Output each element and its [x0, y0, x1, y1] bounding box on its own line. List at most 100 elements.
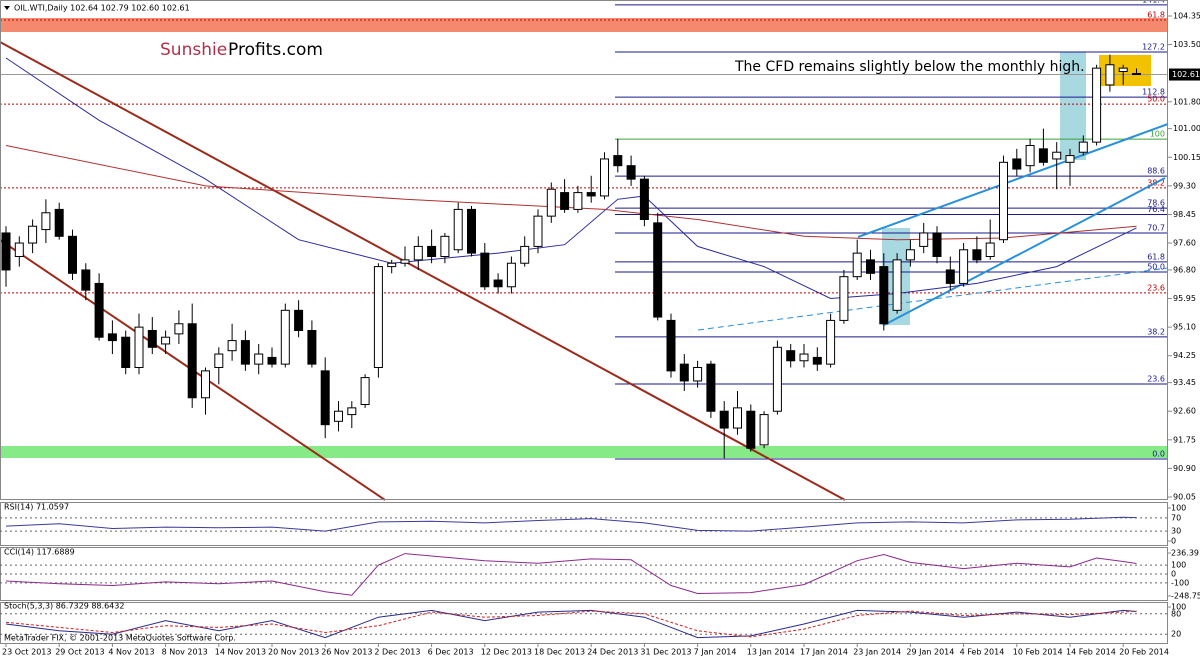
copyright: MetaTrader FIX, © 2001-2013 MetaQuotes S… [4, 634, 236, 643]
y-tick-label: 95.10 [1173, 323, 1196, 332]
candle-body [334, 410, 343, 422]
candle-body [520, 245, 530, 264]
x-tick-label: 23 Oct 2013 [2, 648, 51, 657]
y-tick-label: 97.60 [1173, 239, 1196, 248]
x-tick-label: 20 Feb 2014 [1119, 648, 1169, 657]
candle-body [161, 336, 171, 345]
x-tick-label: 29 Oct 2013 [55, 648, 104, 657]
candle-body [959, 249, 969, 284]
candle-body [626, 165, 636, 180]
candle-body [187, 323, 197, 399]
fib-label: 50.0 [1147, 95, 1165, 104]
stoch-panel [0, 602, 1168, 644]
fib-label: 76.4 [1147, 205, 1165, 214]
logo-part2: Profits.com [228, 40, 323, 60]
candle-body [347, 407, 357, 416]
candle-body [786, 350, 796, 362]
candle-body [826, 319, 836, 365]
candle-body [81, 269, 91, 291]
candle-body [387, 262, 397, 268]
indicator-line [5, 57, 1137, 300]
indicator-line [5, 145, 1137, 241]
candle-body [693, 367, 703, 382]
x-tick-label: 13 Jan 2014 [747, 648, 795, 657]
panel-label: RSI(14) 71.0597 [4, 503, 69, 512]
trend-line [883, 177, 1166, 326]
candle-body [227, 340, 237, 352]
candle-body [107, 333, 117, 342]
candle-body [214, 353, 224, 368]
candle-body [54, 208, 64, 237]
y-tick-label: 80 [1171, 609, 1181, 618]
candle-body [759, 414, 769, 446]
y-tick-label: -100 [1171, 578, 1189, 587]
y-tick-label: 94.25 [1173, 351, 1196, 360]
candle-body [1092, 67, 1102, 143]
candle-body [852, 252, 862, 278]
candle-body [812, 356, 822, 365]
annotation: The CFD remains slightly below the month… [734, 59, 1085, 75]
candle-body [679, 363, 689, 382]
x-tick-label: 18 Dec 2013 [534, 648, 585, 657]
candle-body [1078, 141, 1088, 153]
y-tick-label: 0 [1171, 569, 1176, 578]
candle-body [400, 259, 410, 264]
trend-line [697, 267, 1169, 331]
y-tick-label: -248.753 [1171, 592, 1200, 601]
y-tick-label: 101.00 [1173, 124, 1200, 133]
x-tick-label: 4 Nov 2013 [108, 648, 154, 657]
y-tick-label: 99.30 [1173, 181, 1196, 190]
header-icon [4, 6, 10, 10]
candle-body [1025, 145, 1035, 167]
candle-body [360, 377, 370, 406]
y-tick-label: 236.3916 [1171, 549, 1200, 558]
candle-body [560, 192, 570, 210]
candle-body [639, 178, 649, 221]
y-tick-label: 100 [1171, 504, 1186, 513]
y-tick-label: 91.75 [1173, 435, 1196, 444]
candle-body [985, 242, 995, 258]
candle-body [174, 323, 184, 335]
indicator-line [5, 610, 1137, 638]
candle-body [573, 192, 583, 210]
candle-body [41, 212, 51, 231]
candle-body [254, 353, 264, 365]
candle-body [453, 208, 463, 251]
candle-body [427, 245, 437, 257]
y-tick-label: 70 [1171, 513, 1181, 522]
candle-body [1105, 64, 1115, 86]
y-tick-label: 20 [1171, 630, 1181, 639]
candle-body [14, 242, 24, 258]
candle-body [134, 326, 144, 368]
x-tick-label: 31 Dec 2013 [640, 648, 691, 657]
candle-body [1065, 155, 1075, 163]
y-tick-label: 100.15 [1173, 153, 1200, 162]
candle-body [307, 330, 317, 365]
logo-part1: Sunshie [160, 40, 227, 60]
chart-header: OIL.WTI,Daily 102.64 102.79 102.60 102.6… [14, 4, 190, 13]
candle-body [613, 155, 623, 167]
fib-label: 61.8 [1147, 11, 1165, 20]
y-tick-label: 103.50 [1173, 40, 1200, 49]
candle-body [945, 269, 955, 284]
candle-body [546, 188, 556, 217]
candle-body [999, 161, 1008, 241]
fib-label: 78.6 [1147, 199, 1165, 208]
x-tick-label: 6 Dec 2013 [428, 648, 474, 657]
x-tick-label: 10 Feb 2014 [1013, 648, 1063, 657]
y-tick-label: 90.90 [1173, 464, 1196, 473]
candle-body [799, 353, 809, 362]
candle-body [121, 336, 131, 368]
y-tick-label: 95.95 [1173, 294, 1196, 303]
fib-label: 112.8 [1142, 88, 1165, 97]
candle-body [1132, 73, 1141, 76]
candle-body [1052, 151, 1062, 160]
indicator-line [5, 516, 1137, 532]
candle-body [905, 249, 915, 261]
fib-label: 61.8 [1147, 252, 1165, 261]
y-tick-label: 98.45 [1173, 210, 1196, 219]
last-price-label: 102.61 [1172, 70, 1200, 79]
candle-body [586, 192, 596, 197]
last-price-box [1169, 68, 1200, 81]
